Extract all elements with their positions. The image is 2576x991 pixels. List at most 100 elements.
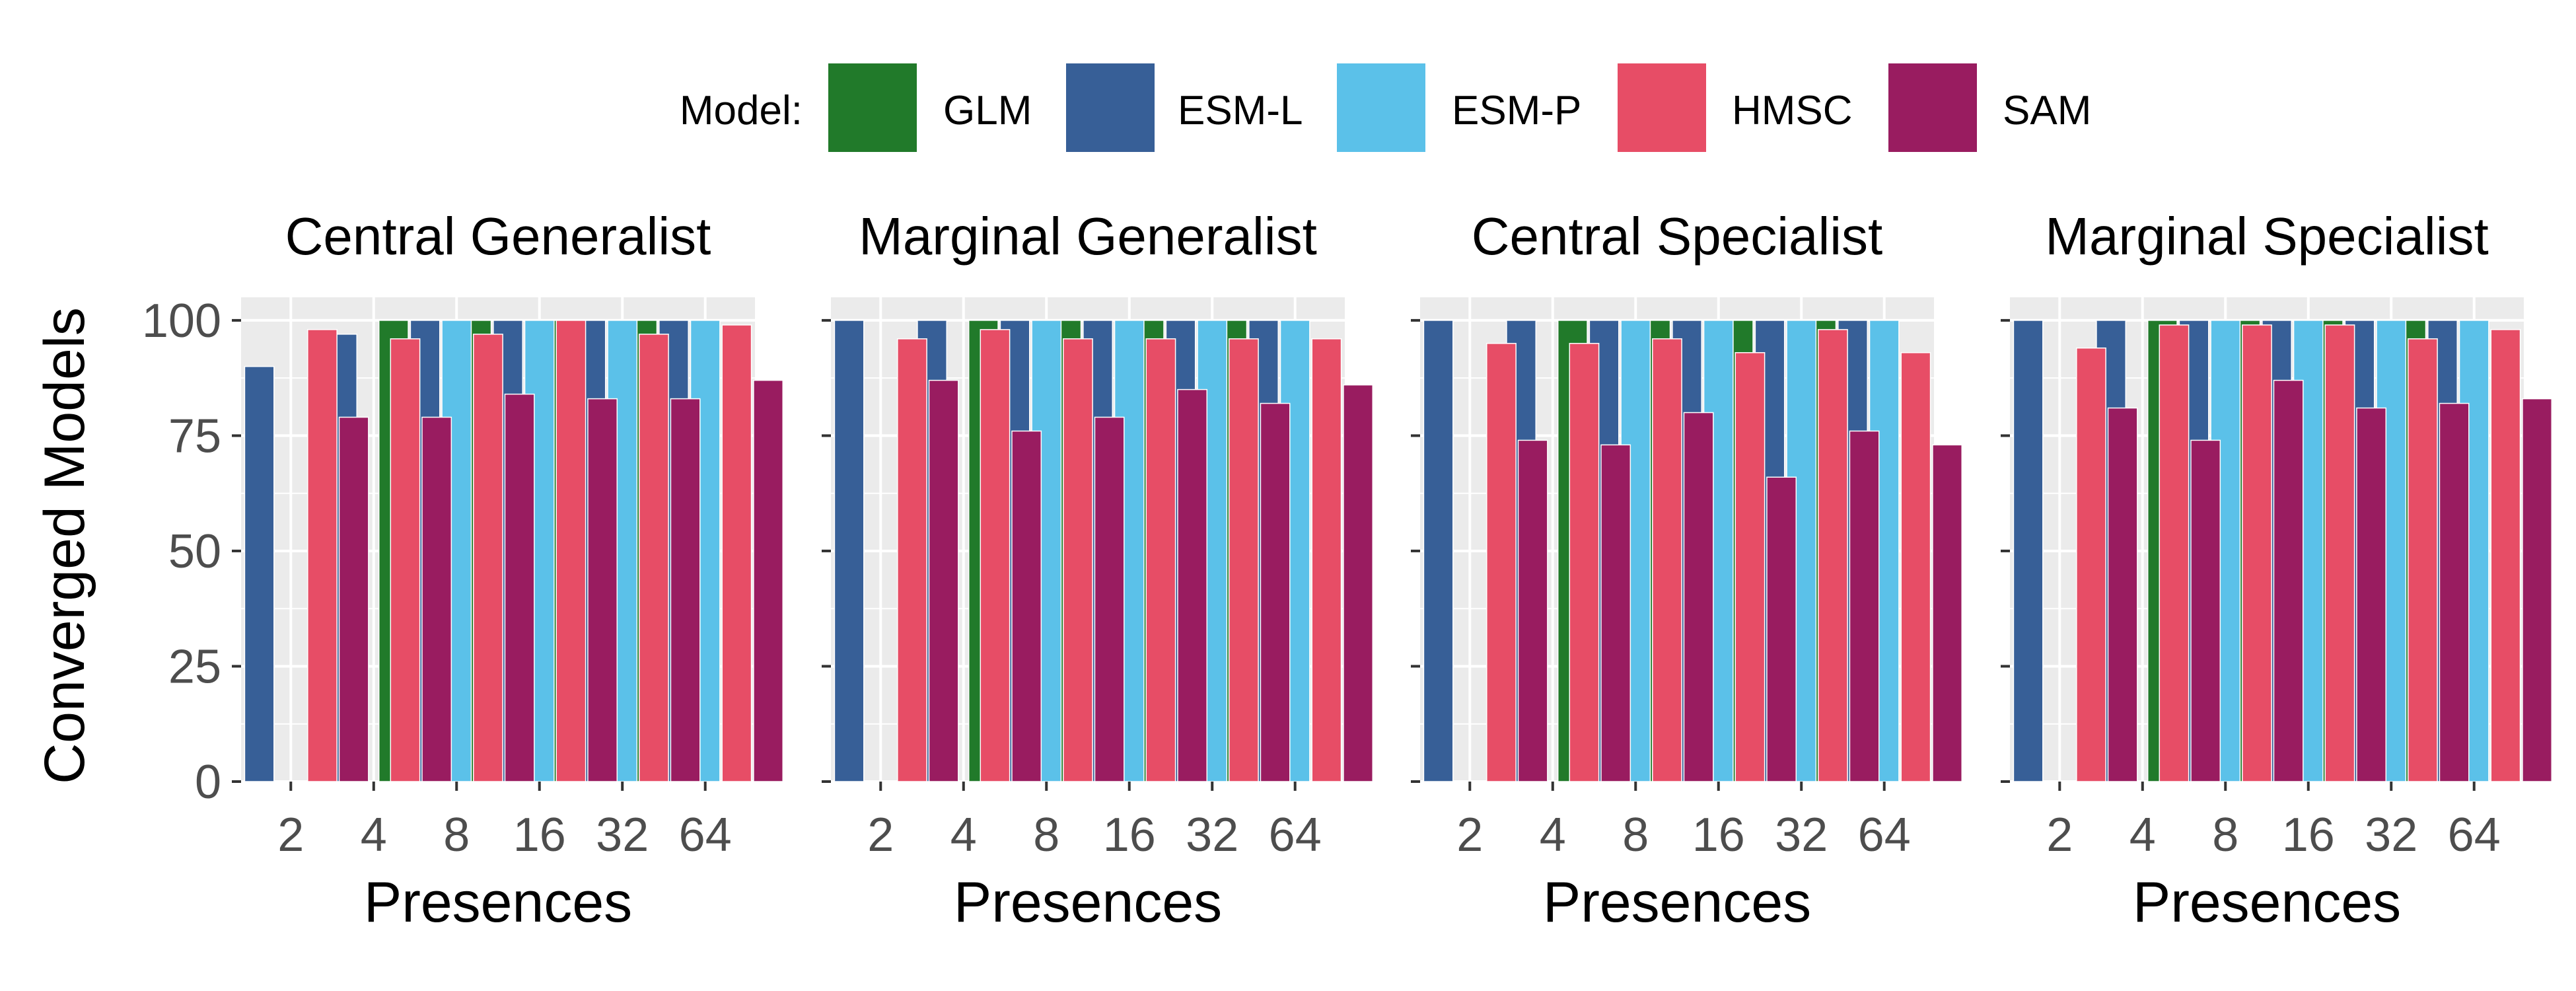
x-tick-label: 2 xyxy=(277,809,304,862)
legend-key-esm-l xyxy=(1063,61,1157,155)
x-tick-label: 32 xyxy=(2365,809,2417,862)
bar-sam-2 xyxy=(338,416,369,782)
y-tick-label: 50 xyxy=(168,525,221,578)
panel-title: Central Generalist xyxy=(285,207,711,266)
legend-title: Model: xyxy=(680,88,803,133)
bar-esm-l-2 xyxy=(1423,320,1454,782)
x-tick-label: 2 xyxy=(2046,809,2073,862)
bar-sam-32 xyxy=(1849,430,1880,782)
y-tick-label: 0 xyxy=(195,756,221,809)
panel-title: Marginal Generalist xyxy=(859,207,1317,266)
bar-hmsc-64 xyxy=(2490,329,2521,782)
legend: Model: GLM ESM-L ESM-P HMSC SAM xyxy=(680,61,2091,155)
bar-esm-l-2 xyxy=(2013,320,2044,782)
bar-sam-4 xyxy=(1600,444,1631,782)
x-tick-label: 16 xyxy=(2282,809,2335,862)
x-tick-label: 8 xyxy=(443,809,470,862)
bar-hmsc-64 xyxy=(1311,338,1342,782)
x-tick-label: 8 xyxy=(1622,809,1649,862)
legend-key-esm-p xyxy=(1334,61,1428,155)
bar-sam-64 xyxy=(1932,444,1963,782)
bar-hmsc-4 xyxy=(1569,343,1600,782)
bar-hmsc-2 xyxy=(307,329,338,782)
bar-sam-2 xyxy=(1517,439,1548,782)
bar-sam-8 xyxy=(1094,416,1125,782)
x-axis-title: Presences xyxy=(2133,871,2401,934)
legend-key-esm-l-label: ESM-L xyxy=(1178,88,1303,133)
x-tick-label: 64 xyxy=(1858,809,1911,862)
bar-sam-8 xyxy=(504,393,535,782)
bar-sam-64 xyxy=(753,379,784,782)
x-axis-title: Presences xyxy=(954,871,1222,934)
y-tick-label: 100 xyxy=(142,295,221,348)
x-tick-label: 4 xyxy=(2129,809,2156,862)
x-tick-label: 16 xyxy=(1103,809,1156,862)
bar-sam-64 xyxy=(2522,398,2553,782)
bar-hmsc-16 xyxy=(1145,338,1176,782)
x-tick-label: 64 xyxy=(679,809,732,862)
bar-sam-32 xyxy=(670,398,701,782)
bar-sam-32 xyxy=(2439,402,2470,782)
legend-key-glm-label: GLM xyxy=(943,88,1032,133)
panel-central-generalist: Central Generalist 0 25 50 75 100 2 4 8 16 32 64 Pre… xyxy=(142,207,784,934)
x-tick-label: 4 xyxy=(361,809,387,862)
x-tick-label: 2 xyxy=(1456,809,1483,862)
bar-hmsc-64 xyxy=(721,324,752,782)
bar-hmsc-32 xyxy=(1228,338,1259,782)
x-tick-label: 32 xyxy=(1186,809,1238,862)
x-tick-label: 4 xyxy=(1540,809,1566,862)
bar-hmsc-2 xyxy=(2076,348,2106,782)
legend-key-hmsc-label: HMSC xyxy=(1732,88,1853,133)
x-tick-label: 8 xyxy=(2212,809,2238,862)
panel-marginal-specialist: Marginal Specialist 2 4 8 16 32 64 Presences xyxy=(2001,207,2553,934)
panel-title: Central Specialist xyxy=(1472,207,1883,266)
bar-hmsc-32 xyxy=(638,334,669,782)
bar-hmsc-16 xyxy=(555,320,587,782)
panel-title: Marginal Specialist xyxy=(2045,207,2488,266)
bar-hmsc-64 xyxy=(1900,352,1931,782)
legend-key-sam-label: SAM xyxy=(2003,88,2091,133)
x-tick-label: 32 xyxy=(1775,809,1828,862)
x-tick-label: 64 xyxy=(1269,809,1322,862)
bar-sam-16 xyxy=(1766,476,1797,782)
bar-hmsc-16 xyxy=(1735,352,1766,782)
bar-hmsc-8 xyxy=(473,334,503,782)
bar-hmsc-4 xyxy=(2159,324,2190,782)
x-tick-label: 4 xyxy=(950,809,977,862)
x-tick-label: 32 xyxy=(596,809,649,862)
bar-sam-8 xyxy=(1683,412,1714,782)
x-tick-label: 2 xyxy=(867,809,894,862)
panel-central-specialist: Central Specialist 2 4 8 16 32 64 Presences xyxy=(1411,207,1963,934)
x-tick-label: 16 xyxy=(1692,809,1745,862)
bar-hmsc-32 xyxy=(2407,338,2438,782)
bar-sam-16 xyxy=(1177,388,1208,782)
y-tick-label: 25 xyxy=(168,640,221,693)
bar-sam-32 xyxy=(1260,402,1291,782)
bar-hmsc-2 xyxy=(1486,343,1517,782)
bar-hmsc-2 xyxy=(897,338,927,782)
bar-esm-l-2 xyxy=(834,320,865,782)
x-tick-label: 8 xyxy=(1033,809,1059,862)
x-axis-title: Presences xyxy=(1543,871,1811,934)
x-tick-label: 16 xyxy=(513,809,566,862)
bar-sam-16 xyxy=(2356,407,2387,782)
legend-key-sam xyxy=(1886,61,1980,155)
bar-sam-2 xyxy=(928,379,959,782)
bar-hmsc-8 xyxy=(2242,324,2272,782)
bar-hmsc-8 xyxy=(1063,338,1093,782)
bar-sam-8 xyxy=(2273,379,2304,782)
bar-sam-4 xyxy=(2190,439,2221,782)
bar-esm-l-2 xyxy=(244,365,275,782)
bar-hmsc-16 xyxy=(2324,324,2355,782)
bar-hmsc-8 xyxy=(1652,338,1682,782)
bar-sam-2 xyxy=(2107,407,2138,782)
bar-hmsc-32 xyxy=(1817,329,1848,782)
y-tick-label: 75 xyxy=(168,410,221,462)
bar-sam-4 xyxy=(1011,430,1042,782)
bar-hmsc-4 xyxy=(390,338,421,782)
y-axis-title: Converged Models xyxy=(33,307,96,784)
legend-key-hmsc xyxy=(1615,61,1709,155)
bar-hmsc-4 xyxy=(980,329,1011,782)
facet-panels: Central Generalist 0 25 50 75 100 2 4 8 16 32 64 Pre… xyxy=(142,207,2553,934)
panel-marginal-generalist: Marginal Generalist 2 4 8 16 32 64 Presences xyxy=(822,207,1374,934)
